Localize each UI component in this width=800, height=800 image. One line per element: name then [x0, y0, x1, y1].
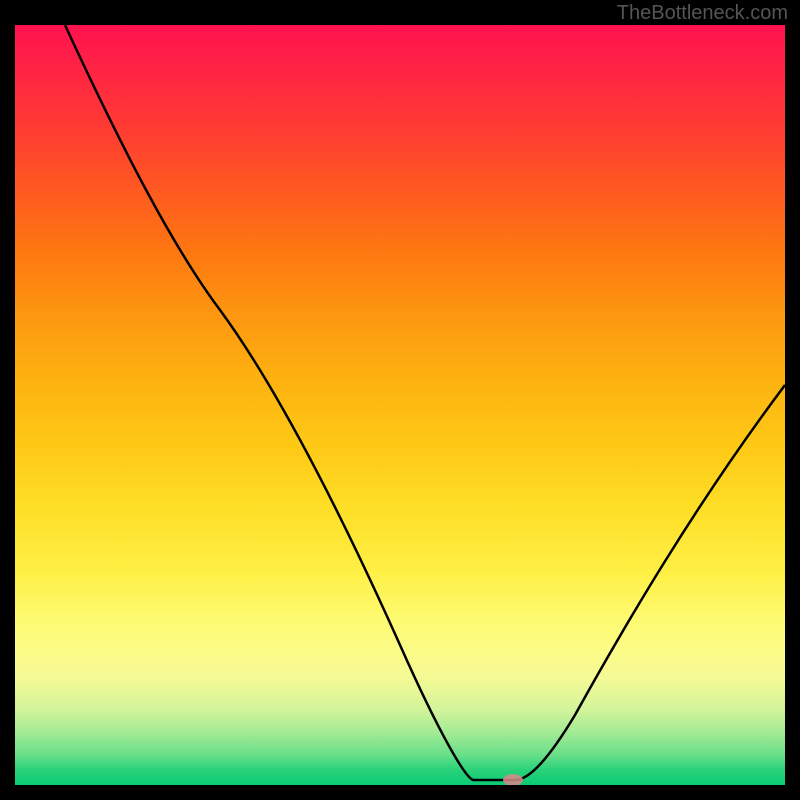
watermark-text: TheBottleneck.com	[617, 2, 788, 25]
optimal-point-marker	[503, 774, 523, 785]
bottleneck-curve	[65, 25, 785, 780]
gradient-plot-area	[15, 25, 785, 785]
curve-overlay	[15, 25, 785, 785]
